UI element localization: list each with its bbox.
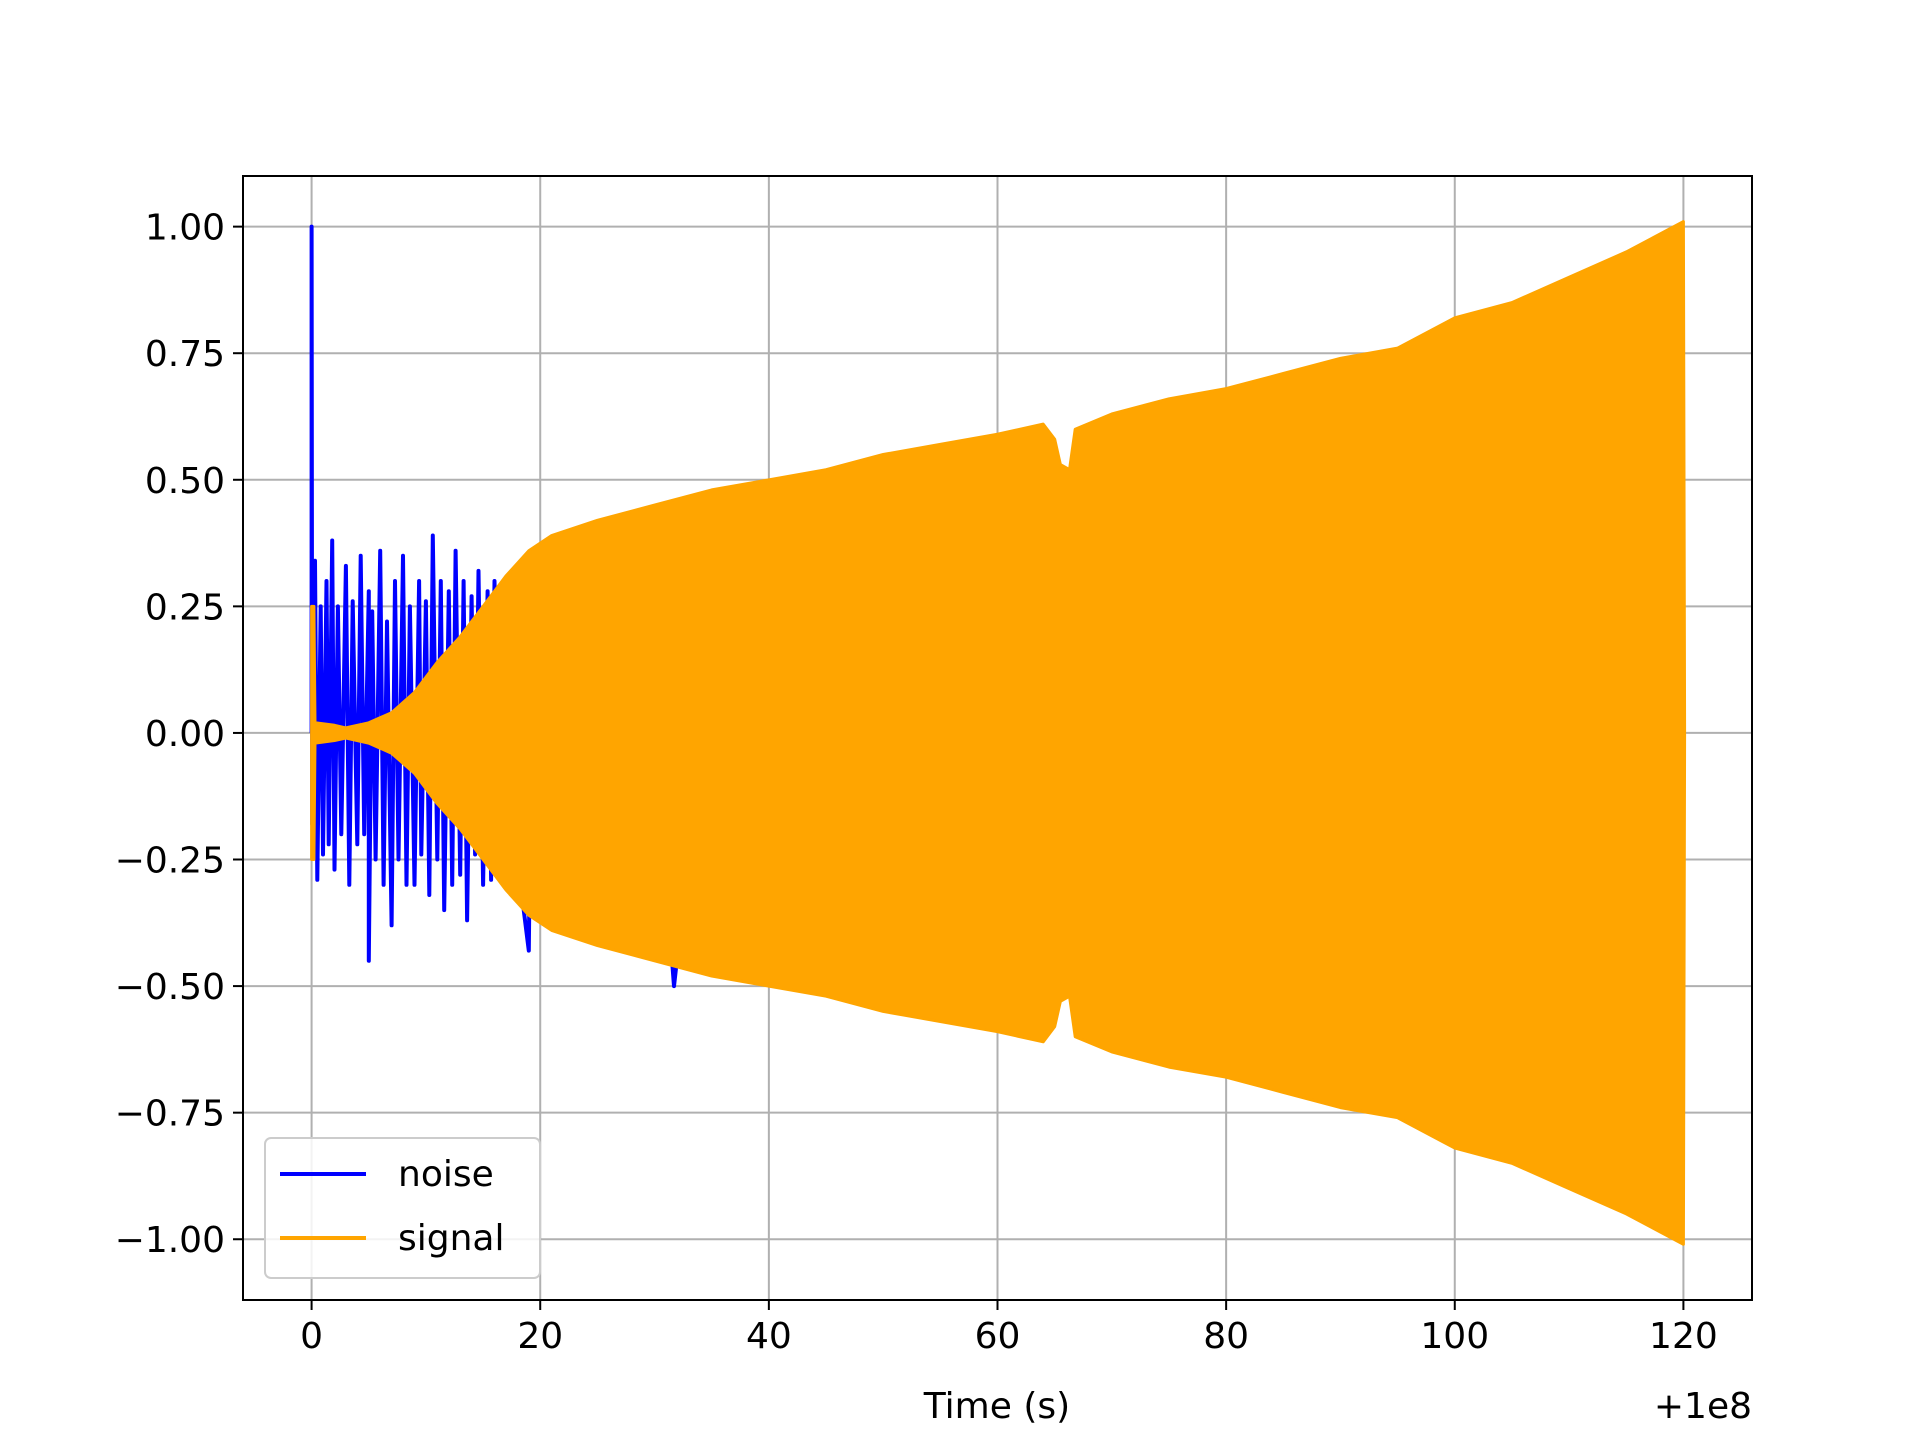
y-tick-label: 0.50 — [145, 461, 225, 502]
y-tick-label: 0.25 — [145, 587, 225, 628]
y-tick-label: 0.75 — [145, 334, 225, 375]
legend-noise-label: noise — [398, 1154, 494, 1195]
x-tick-label: 60 — [975, 1316, 1021, 1357]
x-tick-label: 20 — [517, 1316, 563, 1357]
y-tick-label: −0.50 — [115, 967, 225, 1008]
x-tick-label: 80 — [1203, 1316, 1249, 1357]
x-tick-label: 40 — [746, 1316, 792, 1357]
y-tick-label: −1.00 — [115, 1220, 225, 1261]
y-tick-label: 0.00 — [145, 714, 225, 755]
x-tick-label: 0 — [300, 1316, 323, 1357]
x-tick-label: 100 — [1420, 1316, 1489, 1357]
series-signal-area — [310, 220, 1687, 1246]
legend-signal-label: signal — [398, 1218, 505, 1259]
tick-layer: 0 20 40 60 80 100 120 1.00 0.75 0.50 0.25 0.00 −0.25… — [115, 208, 1718, 1357]
y-tick-label: 1.00 — [145, 208, 225, 249]
x-tick-label: 120 — [1649, 1316, 1718, 1357]
x-axis-label: Time (s) — [923, 1386, 1070, 1427]
series-layer — [309, 220, 1687, 1246]
legend: noise signal — [264, 1137, 541, 1279]
x-offset-label: +1e8 — [1654, 1386, 1752, 1427]
y-tick-label: −0.75 — [115, 1094, 225, 1135]
y-tick-label: −0.25 — [115, 841, 225, 882]
